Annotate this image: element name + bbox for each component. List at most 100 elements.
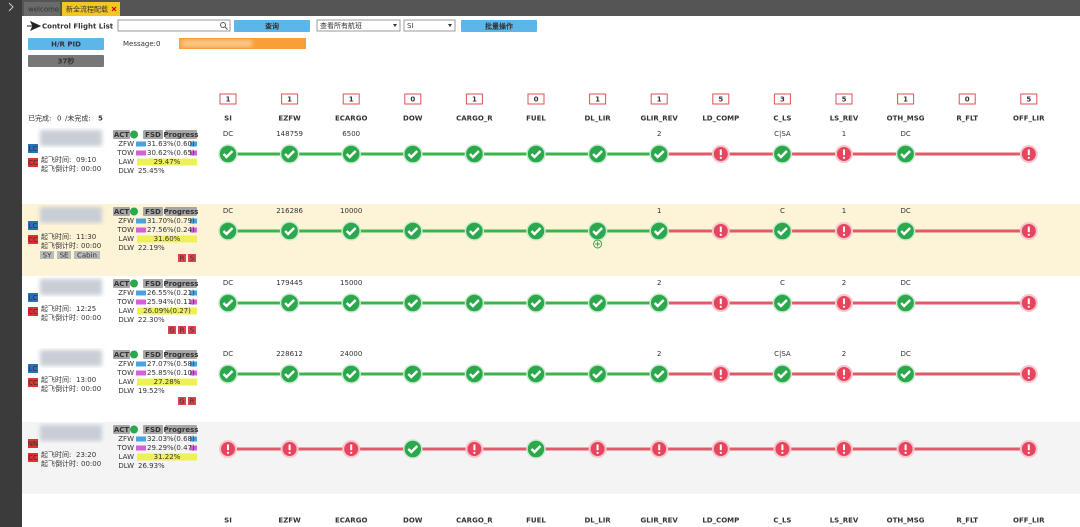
- column-header: LS_REV: [830, 115, 859, 123]
- departure-label: 起飞时间:: [41, 232, 71, 241]
- step-value: 228612: [276, 350, 303, 358]
- tab[interactable]: [62, 2, 120, 16]
- departure-time: 09:10: [76, 156, 96, 164]
- flag: [188, 326, 196, 334]
- sidebar-toggle[interactable]: [8, 2, 14, 12]
- column-header: GLIR_REV: [641, 115, 679, 123]
- check-mark: [284, 370, 295, 379]
- column-header: LD_COMP: [702, 115, 739, 123]
- flight-tag-label: Progress: [164, 280, 199, 288]
- check-mark: [900, 150, 911, 159]
- step-count: 5: [718, 96, 723, 104]
- todo-count: 5: [98, 115, 103, 123]
- flight-tag[interactable]: [143, 279, 163, 288]
- alert-dot: [719, 451, 722, 454]
- departure-time: 12:25: [76, 305, 96, 313]
- search-icon[interactable]: [224, 26, 228, 30]
- check-mark: [222, 227, 234, 236]
- alert-dot: [288, 451, 291, 454]
- search-icon[interactable]: [220, 22, 226, 28]
- weight-bar: [190, 290, 197, 296]
- batch-button[interactable]: [461, 20, 537, 32]
- tab-close[interactable]: [111, 6, 117, 12]
- weight-label: TOW: [116, 298, 134, 306]
- step-count: 0: [965, 96, 970, 104]
- step-value: DC: [900, 350, 910, 358]
- flight-badge-label: CC: [28, 159, 38, 167]
- column-header: ECARGO: [335, 115, 367, 123]
- flight-name-blur: [40, 207, 102, 223]
- step-value: 179445: [276, 279, 303, 287]
- column-footer: EZFW: [278, 517, 301, 525]
- weight-label: TOW: [116, 149, 134, 157]
- weight-label: ZFW: [118, 360, 134, 368]
- flight-row[interactable]: [22, 422, 1080, 494]
- step-select[interactable]: [403, 19, 456, 32]
- flight-tag[interactable]: [143, 350, 163, 359]
- step-value: 6500: [342, 130, 360, 138]
- tab-label: welcome: [28, 6, 59, 14]
- timer-button[interactable]: [28, 55, 104, 67]
- select-arrow: [448, 24, 452, 27]
- weight-bar: [136, 141, 146, 147]
- flight-tag[interactable]: [113, 350, 130, 359]
- step-count: 3: [780, 96, 785, 104]
- check-mark: [530, 150, 542, 159]
- flight-tag[interactable]: [165, 130, 197, 139]
- flight-tag[interactable]: [165, 279, 197, 288]
- flight-tag[interactable]: [143, 207, 163, 216]
- flight-tag[interactable]: [113, 279, 130, 288]
- flight-tag-label: Progress: [164, 426, 199, 434]
- step-value: 2: [657, 130, 661, 138]
- weight-value: 25.45%: [138, 167, 165, 175]
- search-button[interactable]: [234, 20, 310, 32]
- check-mark: [777, 370, 788, 379]
- column-header: OFF_LIR: [1013, 115, 1045, 123]
- countdown-label: 起飞倒计时:: [41, 459, 78, 468]
- flight-tag[interactable]: [165, 350, 197, 359]
- weight-value: 22.19%: [138, 244, 165, 252]
- add-step[interactable]: [593, 239, 603, 249]
- flight-tag[interactable]: [113, 130, 130, 139]
- flag: [178, 254, 186, 262]
- flight-tag[interactable]: [165, 425, 197, 434]
- flight-badge-label: LC: [29, 294, 38, 302]
- flight-tag-label: FSD: [145, 351, 161, 359]
- filter-select-value: 查看所有航班: [320, 21, 362, 30]
- countdown-time: 00:00: [81, 242, 101, 250]
- step-count-box: [465, 93, 483, 105]
- act-indicator: [130, 350, 138, 359]
- done-count: 0: [57, 115, 61, 123]
- weight-bar: [136, 290, 146, 296]
- departure-label: 起飞时间:: [41, 155, 71, 164]
- check-mark: [345, 227, 357, 236]
- step-count: 0: [410, 96, 415, 104]
- alert-dot: [473, 451, 476, 454]
- check-mark: [592, 227, 603, 236]
- alert-dot: [842, 156, 846, 159]
- weight-value: 27.28%: [154, 378, 181, 386]
- add-step[interactable]: [595, 241, 601, 247]
- weight-label: LAW: [119, 378, 134, 386]
- step-value: 1: [842, 130, 846, 138]
- step-count: 0: [534, 96, 539, 104]
- plane-icon: [27, 20, 42, 32]
- flight-tag[interactable]: [113, 207, 130, 216]
- flight-tag[interactable]: [165, 207, 197, 216]
- flight-tag[interactable]: [143, 130, 163, 139]
- weight-label: DLW: [118, 387, 134, 395]
- alert-dot: [1027, 156, 1030, 159]
- flight-tag[interactable]: [143, 425, 163, 434]
- pid-button[interactable]: [28, 38, 104, 50]
- filter-select[interactable]: [316, 19, 401, 32]
- search-input[interactable]: [117, 19, 231, 32]
- check-mark: [653, 227, 665, 236]
- step-value: DC: [900, 207, 910, 215]
- extra-tag-label: SY: [43, 252, 52, 260]
- step-count-box: [958, 93, 976, 105]
- act-indicator: [130, 279, 138, 288]
- message: Message:0: [123, 40, 161, 48]
- alert-dot: [1027, 451, 1030, 454]
- flight-tag[interactable]: [113, 425, 130, 434]
- tab[interactable]: [24, 2, 60, 16]
